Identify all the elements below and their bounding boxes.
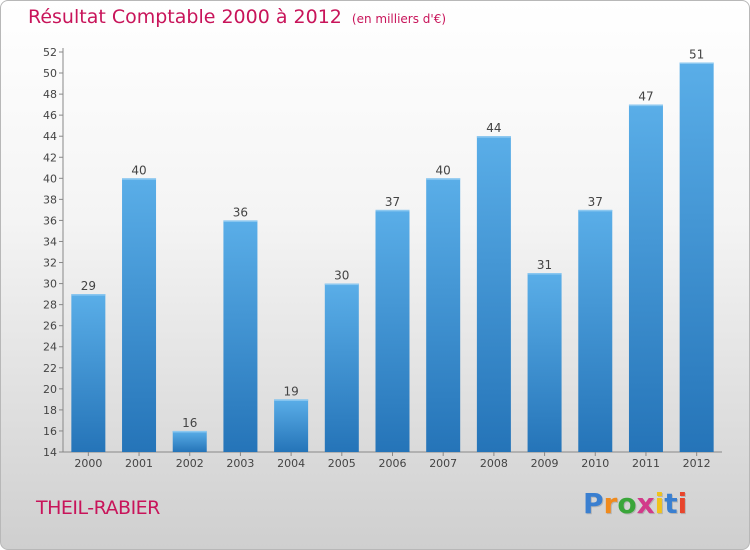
data-label-2001: 40 — [131, 163, 146, 177]
data-label-2005: 30 — [334, 269, 349, 283]
logo-letter: i — [677, 487, 688, 520]
data-label-2012: 51 — [689, 48, 704, 62]
data-label-2006: 37 — [385, 195, 400, 209]
y-tick-label: 18 — [43, 404, 57, 417]
x-tick-label-2002: 2002 — [176, 457, 204, 470]
bar-2004 — [274, 399, 309, 452]
bar-2006 — [375, 209, 410, 452]
bar-highlight — [71, 294, 106, 296]
bar-highlight — [122, 178, 157, 180]
logo-letter: i — [654, 487, 665, 520]
y-tick-label: 16 — [43, 425, 57, 438]
bar-highlight — [628, 104, 663, 107]
bar-2012 — [679, 62, 714, 453]
bar-2007 — [426, 178, 461, 452]
y-tick-label: 52 — [43, 46, 57, 59]
y-tick-label: 22 — [43, 362, 57, 375]
data-label-2007: 40 — [436, 163, 451, 177]
bar-highlight — [527, 273, 562, 275]
y-tick-label: 38 — [43, 193, 57, 206]
y-tick-label: 50 — [43, 67, 57, 80]
x-tick-label-2010: 2010 — [581, 457, 609, 470]
bar-highlight — [172, 430, 207, 433]
logo-letter: r — [603, 487, 618, 520]
bar-2001 — [122, 178, 157, 452]
x-tick-label-2004: 2004 — [277, 457, 305, 470]
x-tick-label-2006: 2006 — [379, 457, 407, 470]
bar-2005 — [324, 283, 359, 452]
x-tick-label-2001: 2001 — [125, 457, 153, 470]
bar-highlight — [375, 209, 410, 212]
chart-subtitle: (en milliers d'€) — [351, 12, 447, 26]
data-label-2000: 29 — [81, 279, 96, 293]
bar-highlight — [578, 209, 613, 212]
logo-letter: x — [636, 487, 655, 520]
title-row: Résultat Comptable 2000 à 2012 (en millie… — [28, 6, 446, 28]
logo-letter: o — [617, 487, 637, 520]
y-tick-label: 14 — [43, 446, 57, 459]
y-tick-label: 42 — [43, 151, 57, 164]
data-label-2008: 44 — [486, 121, 501, 135]
y-tick-label: 30 — [43, 278, 57, 291]
logo-letter: t — [664, 487, 678, 520]
y-tick-label: 44 — [43, 130, 57, 143]
bar-2011 — [628, 104, 663, 452]
x-tick-label-2008: 2008 — [480, 457, 508, 470]
x-tick-label-2012: 2012 — [683, 457, 711, 470]
y-tick-label: 48 — [43, 88, 57, 101]
data-label-2002: 16 — [182, 416, 197, 430]
bar-2000 — [71, 294, 106, 452]
data-label-2010: 37 — [588, 195, 603, 209]
y-tick-label: 40 — [43, 172, 57, 185]
data-label-2011: 47 — [638, 90, 653, 104]
data-label-2009: 31 — [537, 258, 552, 272]
bar-2002 — [172, 430, 207, 452]
y-tick-label: 24 — [43, 341, 57, 354]
bar-highlight — [679, 62, 714, 65]
bar-2003 — [223, 220, 258, 452]
proxiti-logo[interactable]: Proxiti — [583, 487, 687, 520]
y-tick-label: 46 — [43, 109, 57, 122]
y-tick-label: 36 — [43, 214, 57, 227]
x-tick-label-2000: 2000 — [74, 457, 102, 470]
data-label-2003: 36 — [233, 205, 248, 219]
chart-title: Résultat Comptable 2000 à 2012 — [28, 6, 342, 28]
bar-highlight — [223, 220, 258, 222]
y-tick-label: 26 — [43, 320, 57, 333]
y-tick-label: 34 — [43, 235, 57, 248]
bar-highlight — [476, 136, 511, 138]
data-label-2004: 19 — [283, 384, 298, 398]
bar-2010 — [578, 209, 613, 452]
bar-layer: 29 40 16 36 19 30 37 40 44 31 37 47 51 — [71, 48, 714, 453]
bar-highlight — [324, 283, 359, 286]
x-tick-label-2007: 2007 — [429, 457, 457, 470]
bar-2008 — [476, 136, 511, 453]
y-tick-label: 28 — [43, 299, 57, 312]
bar-2009 — [527, 273, 562, 452]
x-tick-label-2003: 2003 — [226, 457, 254, 470]
y-tick-label: 32 — [43, 257, 57, 270]
y-tick-label: 20 — [43, 383, 57, 396]
bar-highlight — [274, 399, 309, 401]
x-tick-label-2011: 2011 — [632, 457, 660, 470]
bar-highlight — [426, 178, 461, 180]
commune-name: THEIL-RABIER — [36, 497, 160, 519]
logo-letter: P — [583, 487, 604, 520]
x-tick-label-2009: 2009 — [531, 457, 559, 470]
x-tick-label-2005: 2005 — [328, 457, 356, 470]
